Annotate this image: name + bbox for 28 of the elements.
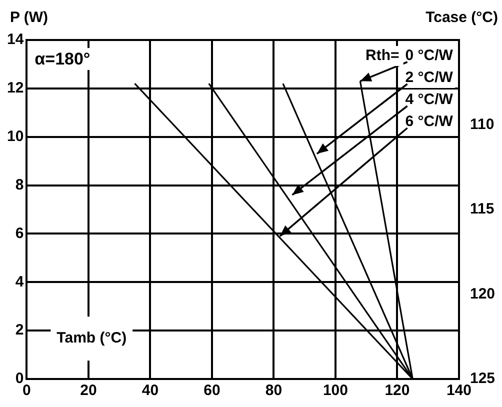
x-tick-label: 20 <box>80 382 97 400</box>
x-tick-label: 140 <box>446 382 472 400</box>
y2-axis-title: Tcase (°C) <box>426 9 498 26</box>
annotation: 2 °C/W <box>405 69 454 86</box>
x-axis-title: Tamb (°C) <box>56 330 127 347</box>
y-tick-label: 0 <box>15 370 24 388</box>
x-tick-label: 60 <box>204 382 220 400</box>
y-tick-label: 10 <box>6 128 24 145</box>
annotation: 6 °C/W <box>405 113 454 130</box>
y-tick-label: 14 <box>6 31 24 48</box>
y2-tick-label: 110 <box>470 116 494 133</box>
y-tick-label: 8 <box>15 176 24 194</box>
y-tick-label: 4 <box>15 273 24 290</box>
annotation: 4 °C/W <box>405 91 454 108</box>
y2-tick-label: 125 <box>470 370 496 388</box>
y-tick-label: 2 <box>15 322 24 339</box>
annotation: 0 °C/W <box>405 47 454 64</box>
x-tick-label: 120 <box>384 382 410 400</box>
x-tick-label: 100 <box>322 382 348 400</box>
y2-tick-label: 115 <box>470 200 494 218</box>
x-tick-label: 40 <box>142 382 159 400</box>
annotation: α=180° <box>34 50 90 69</box>
x-tick-label: 80 <box>265 382 282 400</box>
y-tick-label: 6 <box>15 224 24 242</box>
y2-tick-label: 120 <box>470 285 496 302</box>
y-tick-label: 12 <box>6 80 24 97</box>
annotation: Rth= <box>366 47 400 64</box>
y-axis-title: P (W) <box>10 9 48 26</box>
